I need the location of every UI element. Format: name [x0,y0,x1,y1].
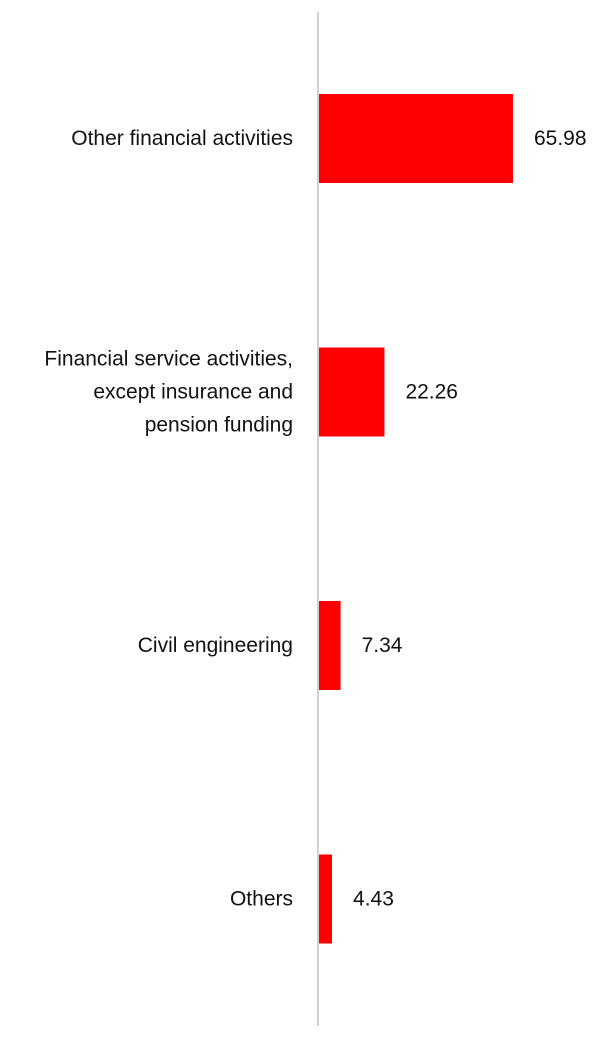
category-label: Civil engineering [138,634,293,657]
category-label-line: Civil engineering [138,634,293,657]
value-labels-group: 65.98 22.26 7.34 4.43 [353,127,587,911]
bar [319,601,341,690]
category-label-line: Financial service activities, [44,348,293,371]
bar [319,94,513,183]
category-label: Financial service activities, except insu… [44,348,293,437]
bar [319,854,333,944]
category-label-line: except insurance and [93,381,293,404]
value-label: 22.26 [405,381,458,404]
category-label-line: pension funding [145,414,293,437]
bar [319,347,385,437]
value-label: 4.43 [353,888,394,911]
category-label: Others [230,888,293,911]
bars-group [319,94,513,944]
value-label: 65.98 [534,127,587,150]
category-label-line: Other financial activities [71,127,293,150]
category-label-line: Others [230,888,293,911]
value-label: 7.34 [362,634,403,657]
category-label: Other financial activities [71,127,293,150]
category-labels-group: Other financial activities Financial serv… [44,127,293,911]
